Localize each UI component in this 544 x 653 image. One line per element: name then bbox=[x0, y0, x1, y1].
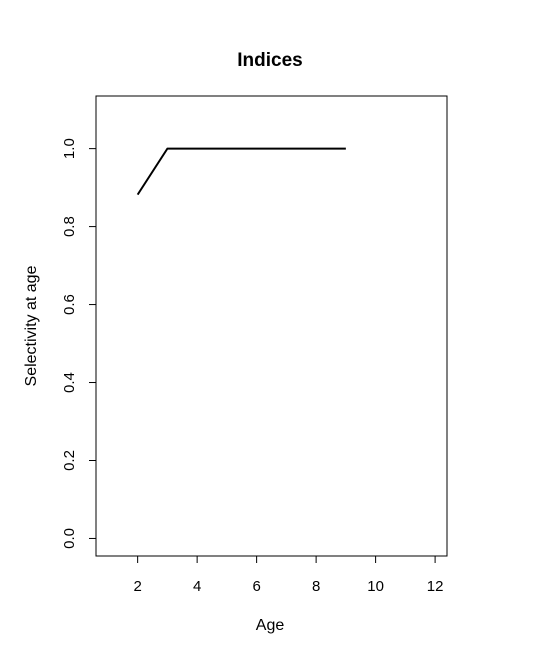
x-tick-label: 6 bbox=[252, 578, 260, 595]
y-axis-label: Selectivity at age bbox=[23, 265, 40, 386]
y-axis: 0.0 0.2 0.4 0.6 0.8 1.0 bbox=[61, 138, 96, 549]
y-tick-label: 0.8 bbox=[61, 216, 78, 237]
y-tick-label: 0.0 bbox=[61, 528, 78, 549]
x-tick-label: 2 bbox=[133, 578, 141, 595]
plot-area-frame bbox=[96, 96, 447, 556]
y-tick-label: 1.0 bbox=[61, 138, 78, 159]
series-layer bbox=[138, 149, 346, 195]
chart-title: Indices bbox=[237, 50, 302, 71]
x-tick-label: 12 bbox=[427, 578, 444, 595]
x-axis-label: Age bbox=[256, 617, 285, 634]
y-tick-label: 0.4 bbox=[61, 372, 78, 393]
y-tick-label: 0.2 bbox=[61, 450, 78, 471]
series-line-0 bbox=[138, 149, 346, 195]
x-tick-label: 4 bbox=[193, 578, 201, 595]
y-tick-label: 0.6 bbox=[61, 294, 78, 315]
x-tick-label: 10 bbox=[367, 578, 384, 595]
x-tick-label: 8 bbox=[312, 578, 320, 595]
x-axis: 2 4 6 8 10 12 bbox=[133, 556, 443, 595]
